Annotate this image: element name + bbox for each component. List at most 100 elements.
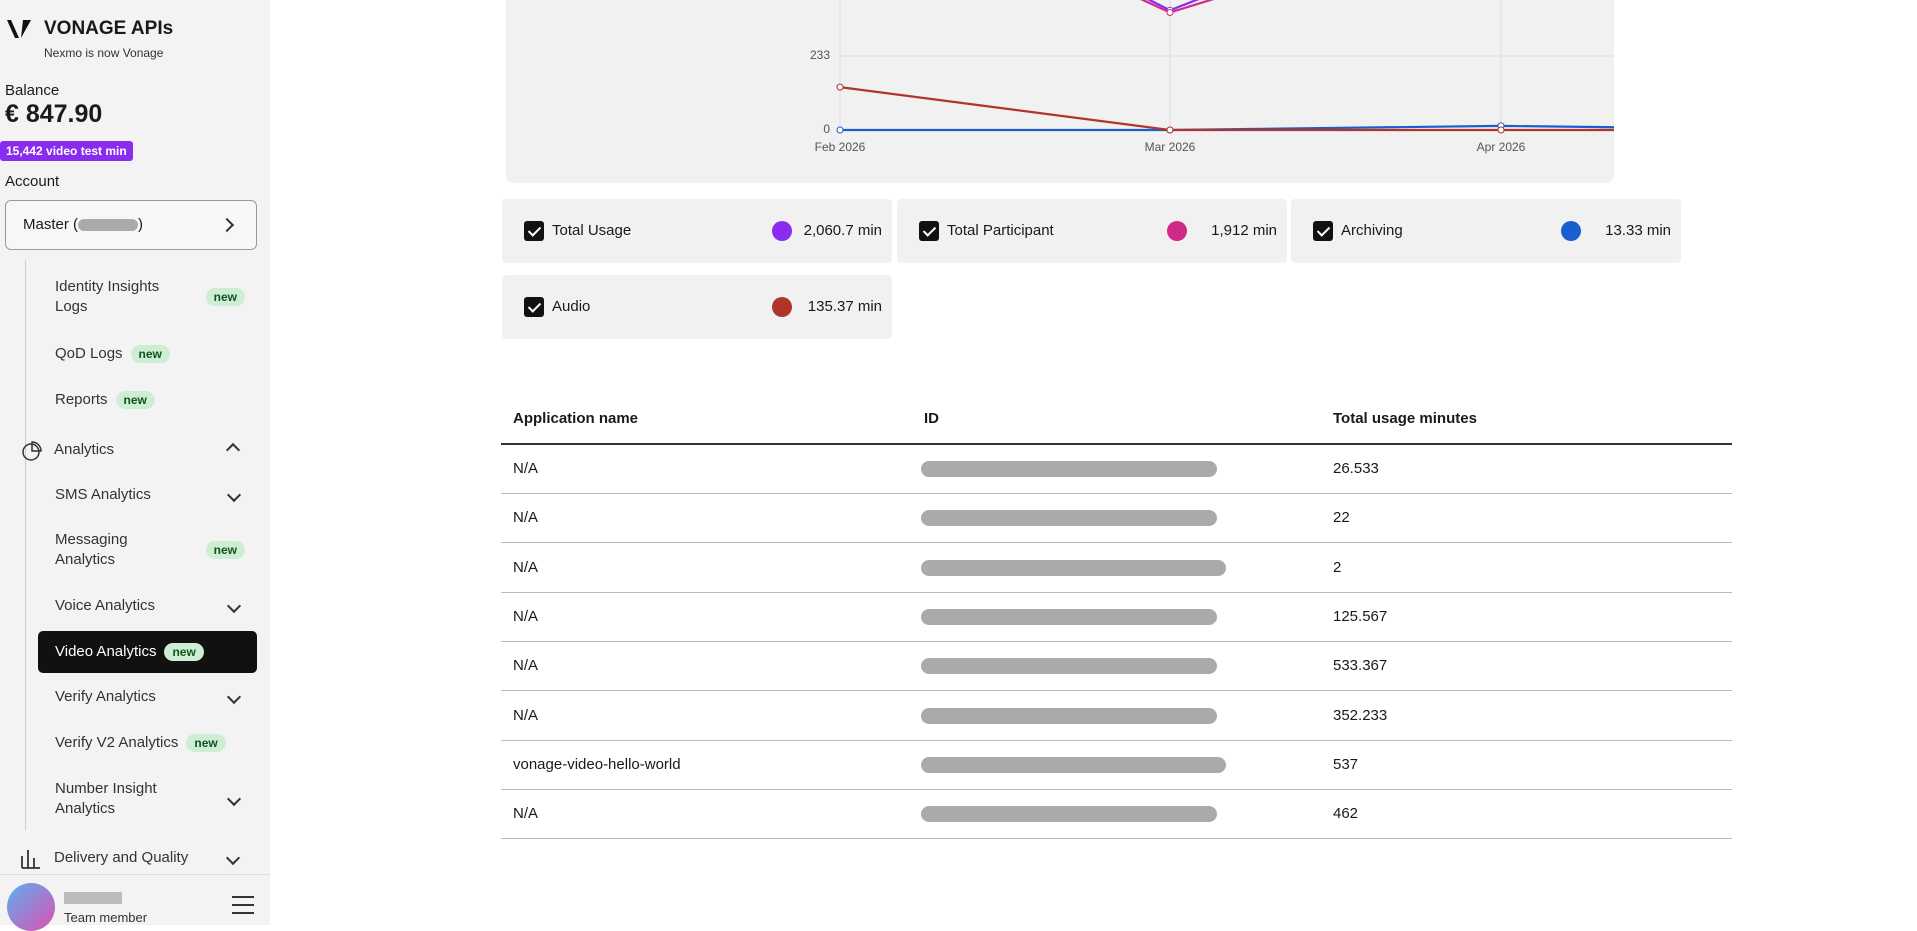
legend-card: Total Participant 1,912 min: [897, 199, 1287, 263]
cell-minutes: 22: [1333, 509, 1350, 527]
cell-minutes: 537: [1333, 755, 1359, 773]
y-tick-label: 233: [810, 48, 830, 62]
point: [836, 83, 844, 91]
redacted: [78, 219, 139, 232]
checkbox[interactable]: [1313, 221, 1333, 241]
account-label: Account: [5, 173, 60, 190]
nav-label: QoD Logs: [55, 345, 123, 362]
legend-dot: [1167, 221, 1187, 241]
sidebar: VONAGE APIs Nexmo is now Vonage Balance …: [0, 0, 270, 931]
checkbox[interactable]: [524, 297, 544, 317]
legend-name: Audio: [552, 298, 591, 315]
row-rule: [501, 640, 1732, 642]
legend-dot: [772, 221, 792, 241]
chevron: [226, 598, 242, 614]
nav-item[interactable]: Identity Insights Logs new: [55, 277, 245, 317]
nav-item[interactable]: Analytics: [54, 430, 244, 470]
column-header: ID: [924, 410, 939, 427]
nav-label: Video Analytics: [55, 643, 157, 660]
nav-item[interactable]: Voice Analytics: [55, 586, 245, 626]
nav-item[interactable]: Delivery and Quality: [54, 838, 244, 878]
legend-card: Audio 135.37 min: [502, 275, 892, 339]
x-tick-label: Mar 2026: [1145, 140, 1196, 154]
user-role: Team member: [64, 910, 148, 925]
chevron: [225, 442, 241, 458]
series: [1147, 0, 1200, 14]
new-badge: new: [115, 391, 155, 409]
row-rule: [501, 788, 1732, 790]
redacted-id: [921, 608, 1217, 625]
nav-item[interactable]: SMS Analytics: [55, 475, 245, 515]
new-badge: new: [205, 288, 245, 306]
legend-name: Archiving: [1341, 222, 1403, 239]
account-selector[interactable]: Master (): [5, 200, 257, 250]
cell-name: N/A: [513, 706, 539, 724]
legend-total: 135.37 min: [807, 298, 882, 315]
row-rule: [501, 542, 1732, 544]
nav-item[interactable]: QoD Logs new: [55, 334, 245, 374]
nav-item[interactable]: Verify Analytics: [55, 677, 245, 717]
chevron: [226, 689, 242, 705]
row-rule: [501, 739, 1732, 741]
account-name: Master (): [23, 216, 143, 233]
redacted-id: [921, 806, 1217, 823]
cell-minutes: 125.567: [1333, 607, 1388, 625]
nav-label: SMS Analytics: [55, 486, 151, 503]
line: [1140, 0, 1215, 14]
cell-name: N/A: [513, 657, 539, 675]
account-suffix: ): [138, 216, 144, 233]
line: [840, 124, 1614, 132]
legend-name: Total Usage: [552, 222, 632, 239]
nav-left: Video Analytics new: [55, 642, 204, 662]
logo-icon: [7, 20, 31, 38]
nav-left: Reports new: [55, 390, 155, 410]
nav-left: Voice Analytics: [55, 596, 155, 616]
row-rule: [501, 838, 1732, 840]
nav-label: Delivery and Quality: [54, 849, 189, 866]
nav-label: Reports: [55, 391, 108, 408]
nav-left: SMS Analytics: [55, 485, 151, 505]
legend-card: Archiving 13.33 min: [1291, 199, 1681, 263]
series: [836, 83, 1614, 134]
avatar[interactable]: [7, 883, 55, 931]
new-badge: new: [130, 345, 170, 363]
cell-name: N/A: [513, 460, 539, 477]
legend-card: Total Usage 2,060.7 min: [502, 199, 892, 263]
nav-left: Number Insight Analytics: [55, 779, 190, 819]
legend-dot: [772, 297, 792, 317]
nav-left: QoD Logs new: [55, 344, 170, 364]
chevron: [225, 850, 241, 866]
legend-total: 2,060.7 min: [803, 222, 882, 239]
column-header: Total usage minutes: [1333, 410, 1477, 427]
nav-item[interactable]: Reports new: [55, 380, 245, 420]
cell-name: N/A: [513, 805, 539, 823]
nav-item[interactable]: Verify V2 Analytics new: [55, 723, 245, 763]
cell-minutes: 462: [1333, 805, 1359, 823]
nav-label: Verify V2 Analytics: [55, 734, 179, 751]
point: [1166, 126, 1174, 134]
nav-item[interactable]: Number Insight Analytics: [55, 779, 245, 819]
redacted-id: [921, 559, 1226, 576]
checkbox[interactable]: [919, 221, 939, 241]
x-tick-label: Apr 2026: [1477, 140, 1526, 154]
point: [836, 126, 844, 134]
active-bg: [38, 631, 257, 673]
nav-item[interactable]: Video Analytics new: [55, 632, 245, 672]
nav-item[interactable]: Messaging Analytics new: [55, 530, 245, 570]
point: [1497, 126, 1505, 134]
nav-label: Identity Insights Logs: [55, 278, 160, 315]
nav-left: Delivery and Quality: [54, 848, 188, 868]
legend-total: 1,912 min: [1211, 222, 1277, 239]
nav-left: Identity Insights Logs: [55, 277, 190, 317]
redacted-id: [921, 756, 1226, 773]
nav-label: Verify Analytics: [55, 688, 156, 705]
menu-button[interactable]: [231, 895, 255, 915]
nav-left: Verify V2 Analytics new: [55, 733, 226, 753]
account-prefix: Master (: [23, 216, 79, 233]
brand: VONAGE APIs: [44, 18, 174, 39]
checkbox[interactable]: [524, 221, 544, 241]
chevron: [219, 217, 235, 233]
